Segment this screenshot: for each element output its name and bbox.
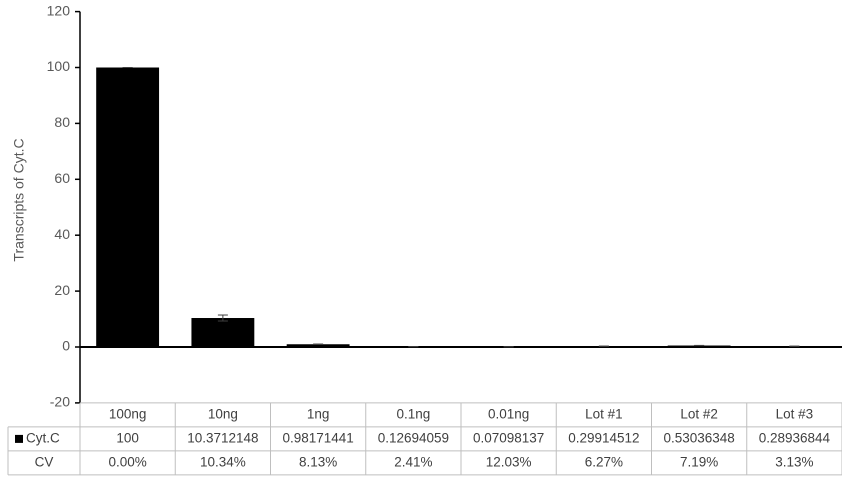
table-value: 0.28936844 xyxy=(759,430,831,445)
table-cv: 3.13% xyxy=(775,454,813,469)
x-tick-label: 100ng xyxy=(109,406,147,421)
table-value: 0.98171441 xyxy=(282,430,353,445)
table-cv: 6.27% xyxy=(585,454,623,469)
row-label: CV xyxy=(35,454,54,469)
x-tick-label: Lot #3 xyxy=(776,406,814,421)
y-tick-label: 0 xyxy=(62,338,70,354)
x-tick-label: 10ng xyxy=(208,406,238,421)
table-cv: 12.03% xyxy=(486,454,532,469)
table-value: 0.07098137 xyxy=(473,430,544,445)
legend-key xyxy=(15,434,23,443)
table-cv: 0.00% xyxy=(108,454,146,469)
table-value: 100 xyxy=(116,430,139,445)
y-tick-label: 100 xyxy=(47,58,71,74)
table-cv: 2.41% xyxy=(394,454,432,469)
bar xyxy=(191,318,255,347)
table-cv: 10.34% xyxy=(200,454,246,469)
bar xyxy=(286,344,350,347)
y-tick-label: 120 xyxy=(47,2,71,18)
x-tick-label: 1ng xyxy=(307,406,330,421)
table-value: 10.3712148 xyxy=(187,430,258,445)
legend-label: Cyt.C xyxy=(26,430,60,445)
x-tick-label: Lot #2 xyxy=(680,406,718,421)
y-tick-label: -20 xyxy=(50,394,70,410)
bar xyxy=(96,67,160,347)
table-value: 0.29914512 xyxy=(568,430,639,445)
x-tick-label: Lot #1 xyxy=(585,406,623,421)
table-cv: 8.13% xyxy=(299,454,337,469)
y-tick-label: 40 xyxy=(54,226,70,242)
table-cv: 7.19% xyxy=(680,454,718,469)
error-bar xyxy=(217,314,228,322)
x-tick-label: 0.1ng xyxy=(396,406,430,421)
table-value: 0.12694059 xyxy=(378,430,449,445)
y-tick-label: 80 xyxy=(54,114,70,130)
data-table: 100ng 100 0.00% 10ng 10.3712148 10.34% 1ng 0.98… xyxy=(7,402,842,476)
table-value: 0.53036348 xyxy=(663,430,734,445)
y-tick-label: 60 xyxy=(54,170,70,186)
y-axis-label: Transcripts of Cyt.C xyxy=(11,138,27,261)
y-tick-label: 20 xyxy=(54,282,70,298)
x-tick-label: 0.01ng xyxy=(488,406,529,421)
